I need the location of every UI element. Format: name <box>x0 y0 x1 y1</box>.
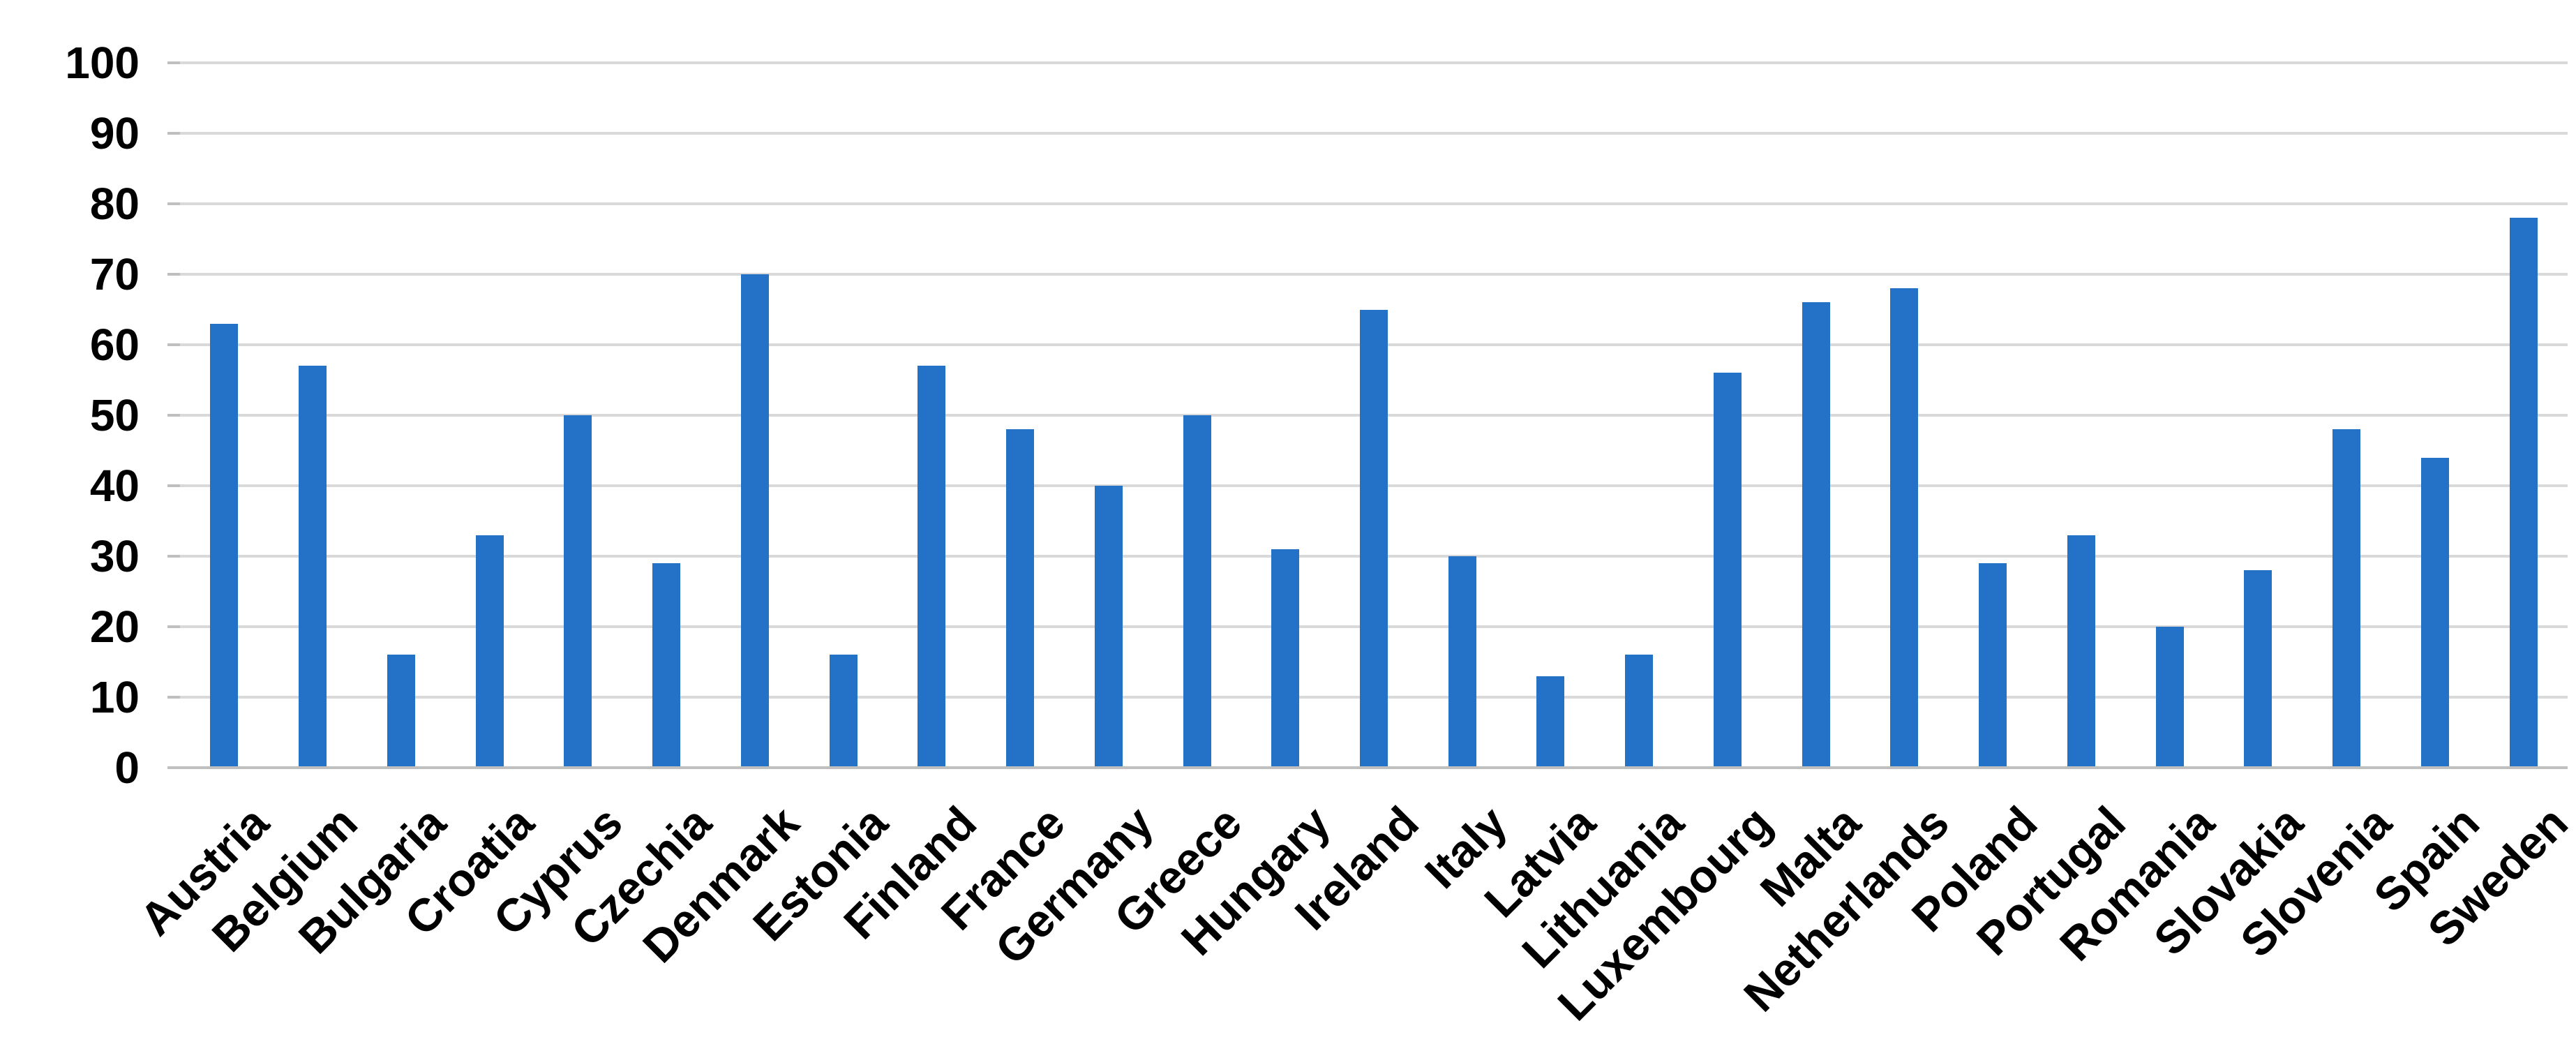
bar-austria <box>210 323 239 768</box>
bar-greece <box>1183 415 1211 768</box>
y-tick-label-60: 60 <box>89 320 140 370</box>
y-tick-label-50: 50 <box>89 390 140 440</box>
y-tick-label-20: 20 <box>89 602 140 652</box>
bar-bulgaria <box>387 655 415 768</box>
bar-spain <box>2420 457 2449 768</box>
bar-italy <box>1448 556 1476 768</box>
bar-chart: 0 10 20 30 40 50 60 70 80 90 100 Austria Belgium Bul… <box>28 11 2576 1047</box>
y-axis-tick <box>167 61 181 64</box>
bar-cyprus <box>564 415 592 768</box>
bar-slovenia <box>2332 429 2361 768</box>
bar-france <box>1006 429 1035 768</box>
bar-ireland <box>1360 309 1388 768</box>
y-axis-tick <box>167 625 181 628</box>
x-axis-baseline <box>180 766 2568 769</box>
bar-poland <box>1979 563 2007 768</box>
y-axis-tick <box>167 273 181 276</box>
gridline-100 <box>180 61 2568 64</box>
plot-area <box>180 61 2568 768</box>
bar-czechia <box>652 563 681 768</box>
y-axis-tick <box>167 202 181 205</box>
y-tick-label-100: 100 <box>65 38 140 88</box>
bar-denmark <box>740 274 769 768</box>
gridline-90 <box>180 132 2568 135</box>
bar-sweden <box>2509 218 2538 768</box>
y-tick-label-0: 0 <box>114 743 140 793</box>
y-tick-label-10: 10 <box>89 672 140 722</box>
bar-hungary <box>1271 549 1300 768</box>
bar-netherlands <box>1890 288 1919 768</box>
y-axis-tick <box>167 484 181 487</box>
bar-estonia <box>829 655 858 768</box>
y-tick-label-70: 70 <box>89 249 140 299</box>
y-axis-tick <box>167 343 181 346</box>
y-axis-tick <box>167 696 181 699</box>
bar-germany <box>1094 486 1123 768</box>
bar-latvia <box>1536 676 1565 768</box>
y-tick-label-40: 40 <box>89 461 140 511</box>
y-axis-tick <box>167 414 181 417</box>
y-tick-label-30: 30 <box>89 531 140 581</box>
bar-portugal <box>2067 535 2095 768</box>
y-tick-label-80: 80 <box>89 179 140 229</box>
bar-croatia <box>475 535 504 768</box>
bar-malta <box>1802 302 1830 768</box>
y-axis-tick <box>167 132 181 135</box>
bar-lithuania <box>1625 655 1654 768</box>
gridline-70 <box>180 273 2568 276</box>
y-axis-tick <box>167 766 181 769</box>
bar-finland <box>918 366 946 768</box>
bar-luxembourg <box>1713 373 1742 768</box>
gridline-80 <box>180 202 2568 205</box>
bar-slovakia <box>2244 570 2272 768</box>
bar-romania <box>2155 627 2184 768</box>
y-axis-tick <box>167 555 181 558</box>
y-tick-label-90: 90 <box>89 108 140 158</box>
bar-belgium <box>299 366 327 768</box>
